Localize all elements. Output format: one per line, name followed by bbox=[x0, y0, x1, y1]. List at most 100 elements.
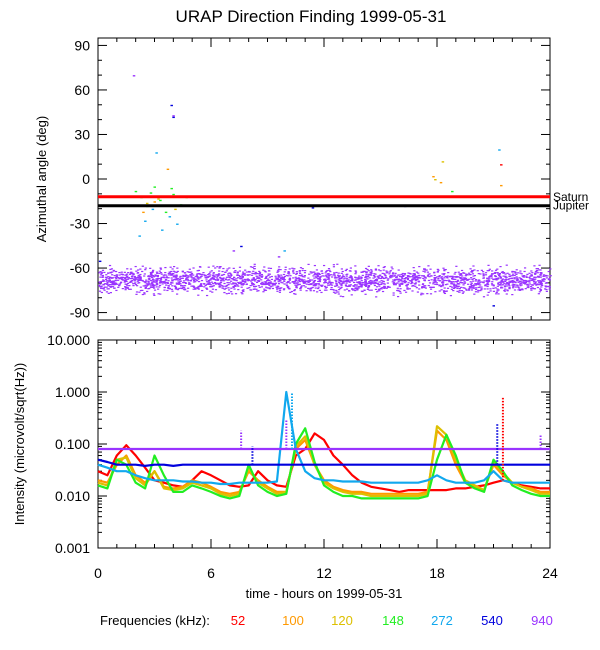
data-point bbox=[422, 275, 425, 277]
data-point bbox=[255, 275, 258, 277]
data-point bbox=[495, 278, 498, 280]
data-point bbox=[479, 284, 482, 286]
data-point bbox=[198, 285, 202, 287]
data-point bbox=[523, 270, 526, 273]
data-point bbox=[478, 282, 481, 284]
data-point bbox=[354, 289, 357, 292]
data-point bbox=[458, 283, 461, 285]
data-point bbox=[128, 273, 132, 275]
data-point bbox=[543, 280, 546, 282]
data-point-148 bbox=[172, 193, 175, 196]
data-point bbox=[300, 275, 303, 277]
data-point bbox=[370, 269, 373, 271]
data-point bbox=[401, 282, 404, 284]
data-point bbox=[301, 279, 304, 281]
data-point bbox=[307, 277, 310, 279]
data-point bbox=[340, 286, 343, 289]
data-point bbox=[462, 277, 465, 279]
data-point bbox=[118, 271, 121, 274]
data-point bbox=[200, 285, 203, 287]
y-tick-label: 0.010 bbox=[55, 488, 90, 504]
data-point bbox=[373, 283, 376, 285]
data-point bbox=[398, 285, 401, 287]
data-point bbox=[269, 267, 273, 270]
data-point bbox=[398, 284, 401, 286]
data-point bbox=[214, 282, 217, 284]
data-point bbox=[298, 274, 301, 277]
data-point bbox=[223, 282, 226, 285]
data-point bbox=[280, 281, 283, 283]
data-point bbox=[165, 278, 168, 281]
data-point bbox=[268, 273, 271, 275]
data-point bbox=[411, 281, 414, 284]
data-point bbox=[544, 286, 548, 288]
data-point bbox=[152, 276, 155, 278]
data-point bbox=[313, 279, 317, 282]
data-point bbox=[364, 285, 368, 287]
data-point bbox=[433, 272, 436, 274]
data-point bbox=[495, 279, 498, 281]
data-point bbox=[498, 281, 501, 283]
data-point bbox=[143, 275, 146, 277]
data-point bbox=[502, 275, 505, 277]
data-point-940 bbox=[172, 115, 175, 117]
data-point bbox=[141, 265, 144, 267]
data-point bbox=[511, 279, 514, 282]
data-point-540 bbox=[170, 104, 173, 107]
data-point bbox=[125, 283, 128, 286]
data-point bbox=[485, 284, 488, 286]
data-point bbox=[248, 287, 251, 289]
data-point bbox=[513, 278, 516, 280]
series-940-band bbox=[98, 263, 552, 298]
data-point bbox=[128, 288, 131, 290]
data-point bbox=[205, 276, 208, 278]
data-point bbox=[186, 290, 189, 292]
data-point bbox=[375, 286, 379, 288]
data-point bbox=[335, 271, 338, 274]
data-point bbox=[246, 278, 249, 280]
data-point bbox=[461, 275, 464, 277]
data-point bbox=[391, 268, 394, 270]
data-point bbox=[209, 279, 212, 281]
data-point bbox=[123, 271, 126, 273]
data-point bbox=[430, 275, 433, 277]
data-point bbox=[107, 272, 110, 274]
data-point bbox=[132, 274, 135, 276]
data-point bbox=[415, 276, 418, 278]
data-point bbox=[283, 283, 286, 285]
data-point bbox=[234, 270, 237, 272]
data-point bbox=[412, 274, 415, 277]
data-point bbox=[503, 283, 506, 285]
data-point bbox=[395, 276, 398, 278]
data-point-100 bbox=[142, 211, 145, 214]
data-point bbox=[374, 269, 377, 271]
data-point bbox=[256, 277, 259, 279]
data-point bbox=[361, 274, 364, 277]
data-point bbox=[153, 289, 157, 291]
data-point bbox=[482, 282, 485, 284]
data-point bbox=[361, 271, 365, 273]
data-point bbox=[460, 269, 464, 272]
data-point bbox=[240, 292, 243, 294]
data-point bbox=[482, 274, 485, 276]
data-point bbox=[308, 280, 312, 282]
data-point bbox=[219, 277, 222, 279]
data-point bbox=[225, 293, 228, 295]
data-point bbox=[460, 286, 463, 288]
data-point bbox=[182, 280, 186, 282]
data-point bbox=[256, 290, 259, 292]
data-point bbox=[177, 280, 180, 282]
data-point bbox=[111, 274, 114, 276]
data-point bbox=[502, 271, 506, 274]
data-point bbox=[394, 278, 397, 280]
data-point bbox=[358, 281, 361, 283]
data-point bbox=[424, 285, 427, 287]
data-point bbox=[109, 281, 112, 283]
data-point bbox=[505, 283, 508, 285]
data-point bbox=[242, 289, 245, 291]
data-point bbox=[345, 279, 348, 281]
data-point bbox=[498, 275, 502, 277]
data-point bbox=[150, 282, 153, 284]
data-point bbox=[307, 287, 310, 289]
data-point bbox=[159, 277, 163, 280]
